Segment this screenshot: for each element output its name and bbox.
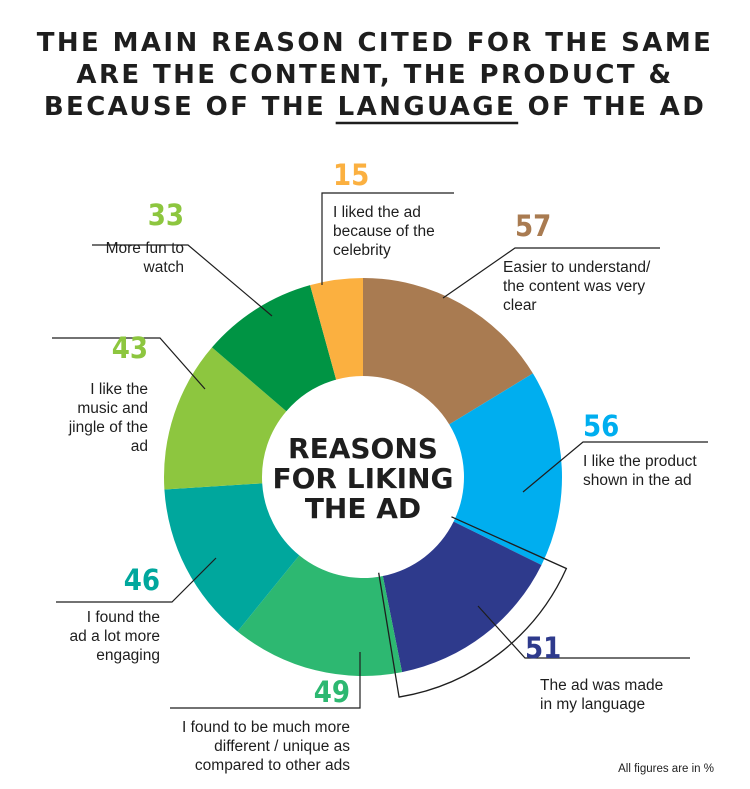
leader-line-57 xyxy=(442,247,660,299)
value-label-57: 57 xyxy=(515,209,551,243)
donut-slice-56 xyxy=(449,373,563,565)
leader-line-43 xyxy=(52,337,206,390)
category-label-line: engaging xyxy=(96,647,160,664)
category-label-line: Easier to understand/ xyxy=(503,259,651,276)
category-label-43: I like the music and jingle of the ad xyxy=(68,381,148,455)
highlight-bracket xyxy=(378,516,568,698)
donut-slice-57 xyxy=(363,277,533,425)
category-label-56: I like the product shown in the ad xyxy=(583,453,697,489)
value-label-46: 46 xyxy=(124,563,160,597)
category-label-49: I found to be much more different / uniqu… xyxy=(182,719,350,774)
title-line-1: THE MAIN REASON CITED FOR THE SAME xyxy=(37,28,714,58)
category-label-57: Easier to understand/the content was ver… xyxy=(503,259,651,314)
title-highlight-word: LANGUAGE xyxy=(338,92,517,122)
category-label-line: music and xyxy=(77,400,148,417)
category-label-line: compared to other ads xyxy=(195,757,350,774)
category-label-line: I found the xyxy=(87,609,160,626)
category-label-15: I liked the ad because of the celebrity xyxy=(333,204,435,259)
title-line-3: BECAUSE OF THE LANGUAGE OF THE AD xyxy=(44,92,706,122)
category-label-line: I like the product xyxy=(583,453,697,470)
category-label-line: watch xyxy=(143,259,185,276)
category-label-line: The ad was made xyxy=(540,677,663,694)
donut-slice-51 xyxy=(382,521,542,673)
category-label-line: because of the xyxy=(333,223,435,240)
center-line-2: FOR LIKING xyxy=(272,462,453,495)
value-label-43: 43 xyxy=(112,331,148,365)
leader-line-46 xyxy=(56,557,217,603)
donut-slice-15 xyxy=(310,278,363,380)
title-line-3-start: BECAUSE OF THE xyxy=(44,92,338,122)
value-label-49: 49 xyxy=(314,675,350,709)
slice-labels: 57 Easier to understand/the content was v… xyxy=(68,158,698,774)
category-label-51: The ad was made in my language xyxy=(540,677,663,713)
value-label-33: 33 xyxy=(148,198,184,232)
page-title: THE MAIN REASON CITED FOR THE SAME ARE T… xyxy=(37,28,714,125)
donut-slice-49 xyxy=(237,555,403,676)
category-label-line: I found to be much more xyxy=(182,719,350,736)
category-label-line: in my language xyxy=(540,696,645,713)
title-line-3-end: OF THE AD xyxy=(516,92,706,122)
category-label-line: ad xyxy=(131,438,148,455)
category-label-46: I found the ad a lot more engaging xyxy=(70,609,160,664)
leader-line-33 xyxy=(92,244,273,317)
category-label-line: clear xyxy=(503,297,537,314)
category-label-line: different / unique as xyxy=(214,738,350,755)
category-label-line: More fun to xyxy=(106,240,184,257)
category-label-33: More fun to watch xyxy=(106,240,184,276)
category-label-line: celebrity xyxy=(333,242,391,259)
leader-line-51 xyxy=(477,605,690,659)
leader-line-49 xyxy=(170,652,361,709)
leader-lines xyxy=(52,192,708,709)
value-label-56: 56 xyxy=(583,409,619,443)
center-line-3: THE AD xyxy=(305,492,421,525)
value-label-51: 51 xyxy=(525,631,561,665)
category-label-line: ad a lot more xyxy=(70,628,160,645)
title-line-2: ARE THE CONTENT, THE PRODUCT & xyxy=(76,60,673,90)
donut-slice-46 xyxy=(164,483,300,632)
center-label: REASONS FOR LIKING THE AD xyxy=(272,432,453,525)
center-line-1: REASONS xyxy=(288,432,438,465)
donut-slice-33 xyxy=(211,285,337,412)
category-label-line: jingle of the xyxy=(68,419,148,436)
category-label-line: the content was very xyxy=(503,278,645,295)
value-label-15: 15 xyxy=(333,158,369,192)
category-label-line: I like the xyxy=(90,381,148,398)
donut-slices xyxy=(163,277,563,676)
category-label-line: I liked the ad xyxy=(333,204,421,221)
footnote: All figures are in % xyxy=(618,763,714,775)
leader-line-56 xyxy=(522,441,708,493)
leader-line-15 xyxy=(321,192,454,285)
category-label-line: shown in the ad xyxy=(583,472,692,489)
donut-slice-43 xyxy=(163,347,287,490)
